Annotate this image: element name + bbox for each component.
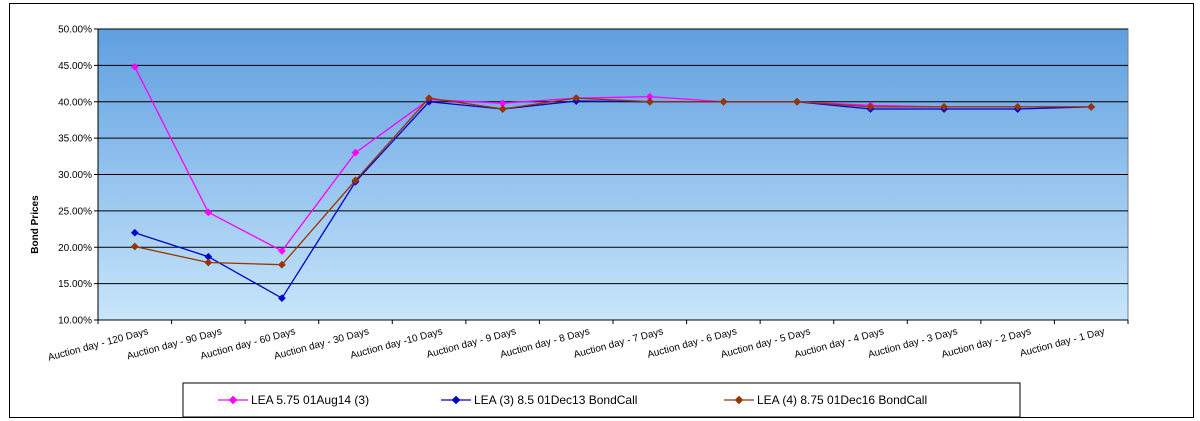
legend: LEA 5.75 01Aug14 (3) LEA (3) 8.5 01Dec13 … — [182, 382, 1021, 418]
series-line — [134, 100, 1092, 300]
data-point — [645, 97, 654, 106]
y-tick-label: 10.00% — [58, 316, 92, 327]
data-point — [351, 176, 360, 185]
data-point — [719, 97, 728, 106]
y-axis-title: Bond Prices — [30, 195, 41, 254]
data-point — [130, 228, 139, 237]
data-point — [425, 94, 434, 103]
y-tick-label: 45.00% — [58, 61, 92, 72]
y-tick-label: 35.00% — [58, 134, 92, 145]
data-point — [130, 242, 139, 251]
y-tick-label: 20.00% — [58, 243, 92, 254]
data-point — [866, 102, 875, 111]
data-point — [351, 148, 360, 157]
data-point — [1013, 102, 1022, 111]
series-3 — [130, 94, 1096, 269]
legend-entry: LEA (3) 8.5 01Dec13 BondCall — [441, 393, 637, 407]
legend-entry: LEA 5.75 01Aug14 (3) — [218, 393, 369, 407]
data-point — [130, 62, 139, 71]
data-point — [204, 258, 213, 267]
y-axis: 10.00% 15.00% 20.00% 25.00% 30.00% 35.00% 40.0… — [58, 25, 99, 327]
data-point — [277, 260, 286, 269]
legend-label: LEA (4) 8.75 01Dec16 BondCall — [757, 393, 927, 407]
data-point — [572, 94, 581, 103]
y-tick-label: 30.00% — [58, 170, 92, 181]
data-point — [204, 208, 213, 217]
legend-label: LEA 5.75 01Aug14 (3) — [251, 393, 369, 407]
series-layer — [130, 62, 1096, 303]
legend-swatch-marker — [451, 395, 461, 405]
y-tick-label: 50.00% — [58, 25, 92, 36]
legend-entry: LEA (4) 8.75 01Dec16 BondCall — [724, 393, 927, 407]
y-tick-label: 15.00% — [58, 279, 92, 290]
legend-box — [182, 382, 1021, 418]
legend-swatch-marker — [228, 395, 238, 405]
data-point — [1087, 102, 1096, 111]
data-point — [498, 105, 507, 113]
series-line — [134, 97, 1092, 266]
data-point — [277, 294, 286, 303]
data-point — [940, 102, 949, 111]
legend-label: LEA (3) 8.5 01Dec13 BondCall — [474, 393, 637, 407]
data-point — [277, 246, 286, 255]
legend-swatch-marker — [734, 395, 744, 405]
data-point — [792, 97, 801, 106]
y-tick-label: 25.00% — [58, 206, 92, 217]
y-tick-label: 40.00% — [58, 97, 92, 108]
x-tick-label: Auction day - 1 Day — [1019, 326, 1106, 359]
gridlines — [98, 28, 1128, 321]
